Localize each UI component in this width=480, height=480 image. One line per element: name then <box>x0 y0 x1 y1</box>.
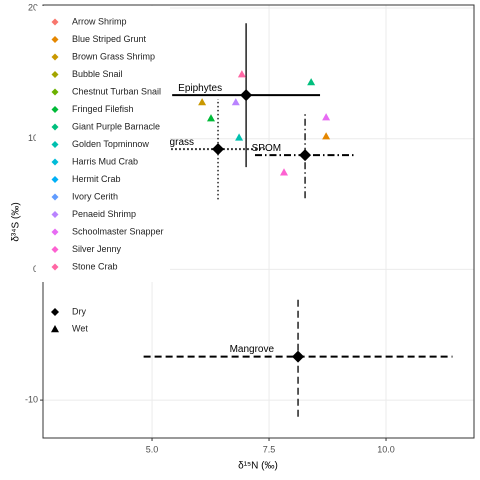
legend-key <box>51 141 59 148</box>
x-tick-label: 5.0 <box>146 444 159 454</box>
consumer-point <box>231 98 240 106</box>
legend-label: Ivory Cerith <box>72 191 118 201</box>
legend-key <box>51 176 59 183</box>
consumer-point <box>207 114 216 122</box>
legend-key <box>51 246 59 253</box>
x-tick-label: 10.0 <box>377 444 395 454</box>
legend-key <box>51 325 59 333</box>
legend-key <box>51 88 59 96</box>
y-tick-label: 20 <box>28 2 38 12</box>
legend-label: Hermit Crab <box>72 174 121 184</box>
consumer-point <box>280 168 289 176</box>
y-tick-label: -10 <box>25 394 38 404</box>
legend-key <box>51 228 59 236</box>
legend-label: Brown Grass Shrimp <box>72 51 155 61</box>
legend-key <box>51 106 59 113</box>
source-point <box>212 143 225 156</box>
consumer-point <box>235 133 244 141</box>
source-point <box>299 149 312 162</box>
consumer-point <box>322 113 331 121</box>
consumer-point <box>307 78 316 86</box>
legend-bg <box>36 6 170 282</box>
source-point <box>292 350 305 363</box>
legend-label: Fringed Filefish <box>72 104 134 114</box>
consumer-point <box>198 98 207 106</box>
legend-key <box>51 158 59 166</box>
legend-label: Bubble Snail <box>72 69 123 79</box>
legend-label: Penaeid Shrimp <box>72 209 136 219</box>
source-label: Epiphytes <box>178 83 222 94</box>
source-label: SPOM <box>252 143 281 154</box>
legend-label: Blue Striped Grunt <box>72 34 147 44</box>
legend-label: Giant Purple Barnacle <box>72 121 160 131</box>
legend-label: Harris Mud Crab <box>72 156 138 166</box>
source-point <box>240 89 253 102</box>
legend-key <box>51 193 59 201</box>
legend-key <box>51 211 59 218</box>
x-axis-title: δ¹⁵N (‰) <box>238 461 278 472</box>
consumer-point <box>237 70 246 78</box>
source-label: Mangrove <box>230 344 275 355</box>
legend-key <box>51 36 59 43</box>
consumer-point <box>322 132 331 140</box>
legend-label: Silver Jenny <box>72 244 122 254</box>
source-label: Seagrass <box>152 137 194 148</box>
legend-label: Golden Topminnow <box>72 139 149 149</box>
legend-key <box>51 71 59 78</box>
x-tick-label: 7.5 <box>263 444 276 454</box>
y-tick-label: 0 <box>33 264 38 274</box>
legend-bg <box>44 300 124 340</box>
legend-label: Schoolmaster Snapper <box>72 226 164 236</box>
legend-key <box>51 308 59 316</box>
legend-label: Dry <box>72 306 86 316</box>
legend-key <box>51 263 59 271</box>
legend-label: Arrow Shrimp <box>72 16 127 26</box>
legend-key <box>51 53 59 61</box>
legend-label: Wet <box>72 323 88 333</box>
legend-key <box>51 18 59 26</box>
legend-key <box>51 123 59 131</box>
y-tick-label: 10 <box>28 133 38 143</box>
legend-label: Stone Crab <box>72 261 118 271</box>
legend-label: Chestnut Turban Snail <box>72 86 161 96</box>
y-axis-title: δ³⁴S (‰) <box>11 202 22 241</box>
